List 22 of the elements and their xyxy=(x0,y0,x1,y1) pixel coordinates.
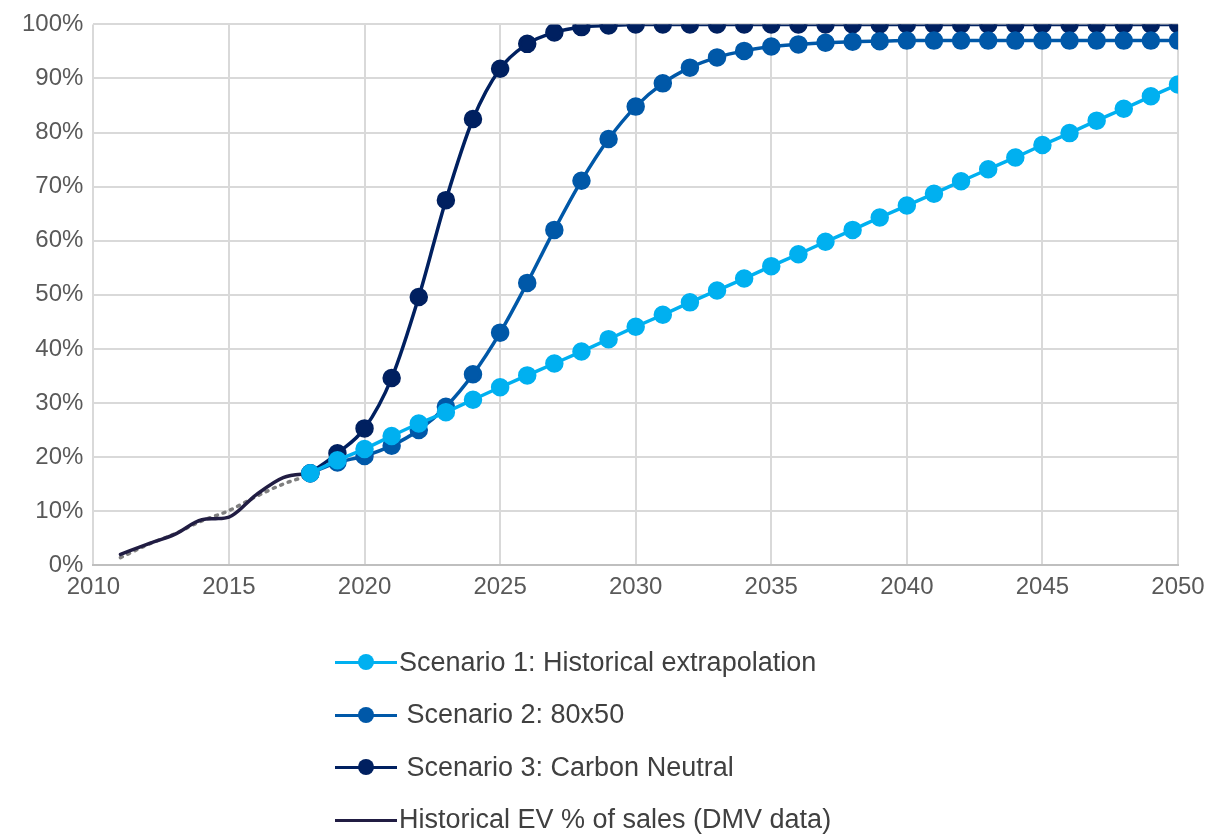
y-tick-label: 90% xyxy=(35,63,84,91)
legend-label: Scenario 2: 80x50 xyxy=(405,699,625,731)
x-tick-label: 2035 xyxy=(744,572,798,600)
x-tick-label: 2030 xyxy=(609,572,663,600)
x-tick-label: 2040 xyxy=(880,572,934,600)
x-tick-label: 2025 xyxy=(473,572,527,600)
legend-label: Scenario 1: Historical extrapolation xyxy=(399,646,817,678)
y-tick-label: 30% xyxy=(35,387,84,415)
y-tick-label: 50% xyxy=(35,279,84,307)
x-tick-label: 2050 xyxy=(1151,572,1205,600)
y-tick-label: 20% xyxy=(35,441,84,469)
y-tick-label: 10% xyxy=(35,495,84,523)
y-tick-label: 100% xyxy=(21,9,84,37)
x-tick-label: 2015 xyxy=(202,572,256,600)
y-tick-label: 60% xyxy=(35,225,84,253)
y-tick-label: 40% xyxy=(35,333,84,361)
y-tick-label: 70% xyxy=(35,171,84,199)
legend-label: Historical EV % of sales (DMV data) xyxy=(399,804,832,836)
x-tick-label: 2045 xyxy=(1015,572,1070,600)
legend-label: Scenario 3: Carbon Neutral xyxy=(405,751,734,783)
y-tick-label: 80% xyxy=(35,117,84,145)
x-tick-label: 2020 xyxy=(337,572,392,600)
